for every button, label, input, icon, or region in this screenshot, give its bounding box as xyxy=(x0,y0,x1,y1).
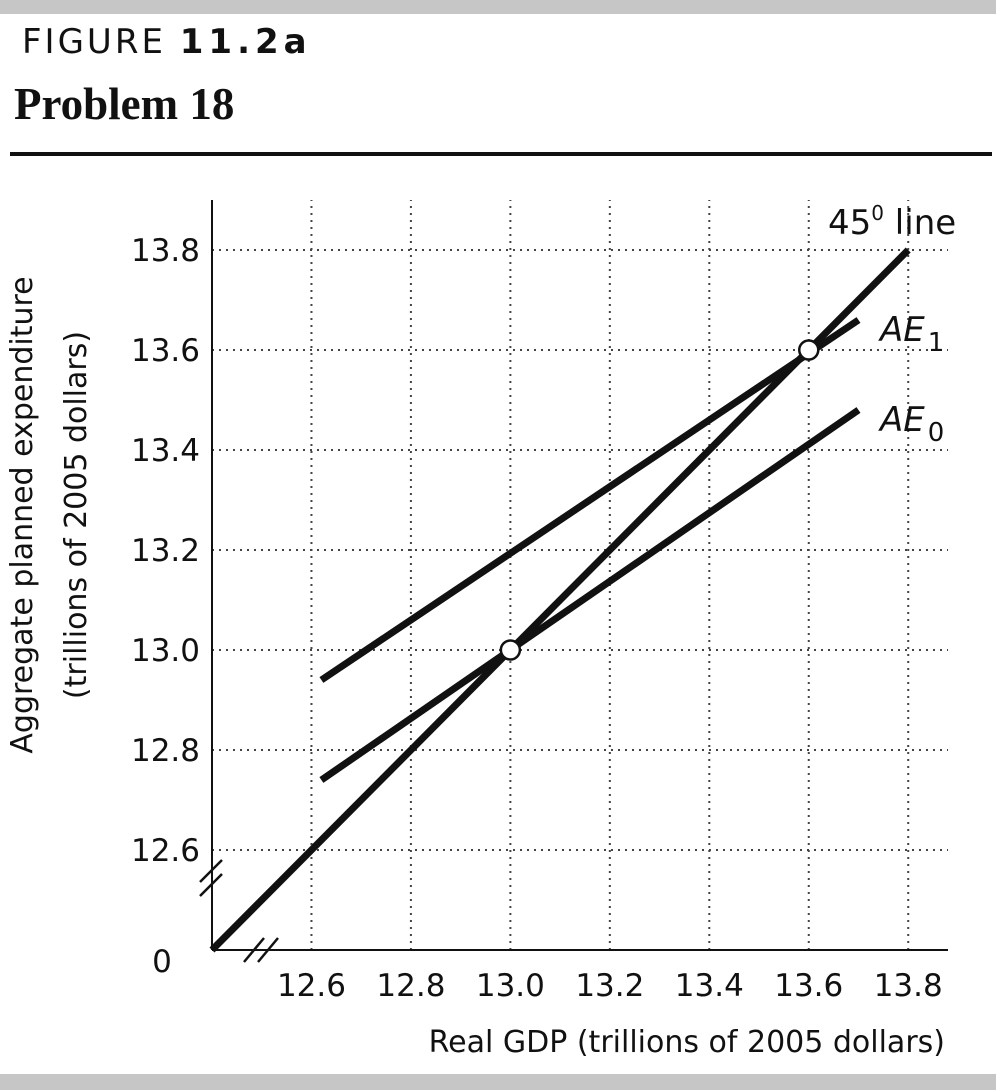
equilibrium-markers xyxy=(499,339,820,661)
x-tick-label-1: 12.8 xyxy=(376,968,445,1004)
figure-label-prefix: FIGURE xyxy=(22,22,166,62)
x-tick-label-5: 13.6 xyxy=(774,968,843,1004)
y-axis-subtitle: (trillions of 2005 dollars) xyxy=(59,331,94,699)
line-ae1 xyxy=(319,317,861,683)
x-axis-break-1 xyxy=(243,937,265,963)
top-border xyxy=(0,0,996,14)
y-tick-label-1: 12.8 xyxy=(131,733,200,769)
label-45-degree-line: 450 line xyxy=(828,201,956,243)
label-ae1: AE 1 xyxy=(878,310,944,358)
x-tick-label-3: 13.2 xyxy=(575,968,644,1004)
series-lines xyxy=(209,247,911,953)
y-tick-label-5: 13.6 xyxy=(131,333,200,369)
y-tick-label-6: 13.8 xyxy=(131,233,200,269)
series-labels: 450 line AE 1 AE 0 xyxy=(828,201,956,448)
origin-label: 0 xyxy=(152,944,172,980)
bottom-border xyxy=(0,1074,996,1090)
x-axis-title: Real GDP (trillions of 2005 dollars) xyxy=(429,1025,945,1060)
header-rule xyxy=(10,152,992,156)
problem-title: Problem 18 xyxy=(14,79,235,129)
x-tick-label-2: 13.0 xyxy=(476,968,545,1004)
figure-label: FIGURE 11.2a xyxy=(22,22,312,62)
y-axis-title-group: Aggregate planned expenditure (trillions… xyxy=(5,276,94,753)
y-tick-label-2: 13.0 xyxy=(131,633,200,669)
y-axis-break-2 xyxy=(199,873,223,897)
y-tick-label-3: 13.2 xyxy=(131,533,200,569)
chart: 12.6 12.8 13.0 13.2 13.4 13.6 13.8 12.6 12.8 13.0… xyxy=(5,200,956,1060)
y-axis-title: Aggregate planned expenditure xyxy=(5,276,40,753)
line-ae0 xyxy=(319,407,861,783)
x-tick-label-0: 12.6 xyxy=(277,968,346,1004)
grid xyxy=(212,200,948,950)
equilibrium-point-0 xyxy=(499,639,522,661)
y-tick-label-0: 12.6 xyxy=(131,833,200,869)
axes xyxy=(199,200,948,963)
label-ae0: AE 0 xyxy=(878,400,944,448)
y-tick-label-4: 13.4 xyxy=(131,433,200,469)
tick-labels: 12.6 12.8 13.0 13.2 13.4 13.6 13.8 12.6 12.8 13.0… xyxy=(131,233,943,1004)
figure-number: 11.2a xyxy=(179,22,312,62)
equilibrium-point-1 xyxy=(798,339,820,361)
x-tick-label-6: 13.8 xyxy=(874,968,943,1004)
x-tick-label-4: 13.4 xyxy=(675,968,744,1004)
y-axis-break-1 xyxy=(199,859,223,883)
x-axis-break-2 xyxy=(257,937,279,963)
